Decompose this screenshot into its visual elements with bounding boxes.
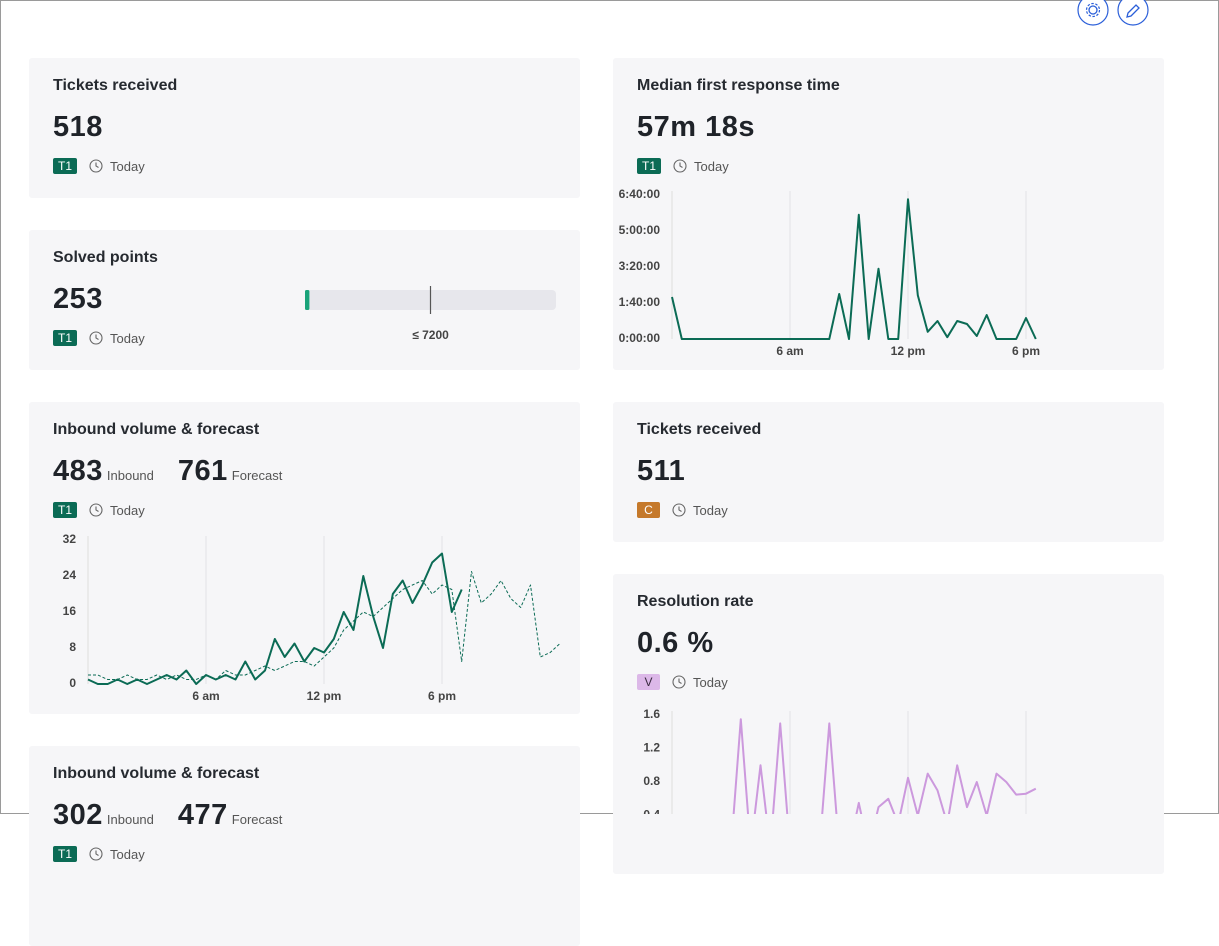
metric: 518 xyxy=(53,111,103,144)
y-tick-label: 1.6 xyxy=(643,707,660,721)
clock-icon xyxy=(672,675,686,689)
x-tick-label: 6 pm xyxy=(1012,344,1040,358)
widget-card: Tickets received 511 C Today xyxy=(613,402,1164,542)
page: Tickets received 518 T1 Today Solved points 2… xyxy=(0,0,1219,862)
x-tick-label: 6 am xyxy=(776,344,803,358)
metric-value: 511 xyxy=(637,455,686,487)
widget-card: Tickets received 518 T1 Today xyxy=(29,58,580,198)
y-tick-label: 5:00:00 xyxy=(619,223,661,237)
badge: C xyxy=(637,502,660,518)
clock-icon xyxy=(89,159,103,173)
metric-value: 0.6 % xyxy=(637,627,714,659)
y-tick-label: 32 xyxy=(63,532,77,546)
metric: 511 xyxy=(637,455,685,488)
metric-value: 483 xyxy=(53,455,103,487)
y-tick-label: 8 xyxy=(69,640,76,654)
filter-row: T1 Today xyxy=(53,158,145,174)
y-tick-label: 6:40:00 xyxy=(619,187,661,201)
clock-icon xyxy=(89,503,103,517)
edit-button[interactable] xyxy=(1117,0,1149,26)
widget-card: Median first response time 57m 18s T1 Today xyxy=(613,58,1164,370)
widget-title: Resolution rate xyxy=(637,593,754,610)
y-tick-label: 1.2 xyxy=(643,741,660,755)
target-label: ≤ 7200 xyxy=(412,328,449,342)
badge: V xyxy=(637,674,660,690)
metric-value: 253 xyxy=(53,283,103,315)
filter-row: T1 Today xyxy=(637,158,729,174)
y-tick-label: 3:20:00 xyxy=(619,259,661,273)
badge: T1 xyxy=(53,330,78,346)
metric: 0.6 % xyxy=(637,627,714,660)
metric-label: Forecast xyxy=(231,468,283,483)
filter-row: V Today xyxy=(637,674,728,690)
y-tick-label: 0:00:00 xyxy=(619,331,661,345)
x-tick-label: 6 pm xyxy=(428,689,456,703)
metric-label: Forecast xyxy=(231,812,283,827)
clock-icon xyxy=(89,847,103,861)
widget-title: Inbound volume & forecast xyxy=(53,765,260,782)
widget-title: Tickets received xyxy=(637,421,762,438)
progress-bar xyxy=(305,290,310,310)
metric-label: Inbound xyxy=(106,812,154,827)
y-tick-label: 0.4 xyxy=(643,808,660,814)
period: Today xyxy=(694,158,729,174)
filter-row: C Today xyxy=(637,502,728,518)
filter-row: T1 Today xyxy=(53,846,145,862)
metric: 253 xyxy=(53,283,103,316)
filter-row: T1 Today xyxy=(53,330,145,346)
period: Today xyxy=(693,674,728,690)
clock-icon xyxy=(673,159,687,173)
metric-value: 518 xyxy=(53,111,103,143)
metric: 483 Inbound 761 Forecast xyxy=(53,455,306,488)
filter-row: T1 Today xyxy=(53,502,145,518)
widget-title: Inbound volume & forecast xyxy=(53,421,260,438)
y-tick-label: 0 xyxy=(69,676,76,690)
badge: T1 xyxy=(53,846,78,862)
y-tick-label: 16 xyxy=(63,604,77,618)
period: Today xyxy=(110,846,145,862)
settings-button[interactable] xyxy=(1077,0,1109,26)
period: Today xyxy=(693,502,728,518)
overlay: ≤ 7200 6 am 12 pm 6 pm 0 8 16 24 32 6 am 12 pm 6 pm… xyxy=(63,0,1149,814)
x-tick-label: 12 pm xyxy=(891,344,926,358)
badge: T1 xyxy=(53,502,78,518)
x-tick-label: 12 pm xyxy=(307,689,342,703)
data-line xyxy=(87,552,463,685)
badge: T1 xyxy=(53,158,78,174)
metric-label: Inbound xyxy=(106,468,154,483)
data-line xyxy=(732,718,1037,814)
metric: 57m 18s xyxy=(637,111,755,144)
badge: T1 xyxy=(637,158,662,174)
clock-icon xyxy=(672,503,686,517)
metric-value: 761 xyxy=(177,455,228,487)
data-line xyxy=(671,198,1037,340)
period: Today xyxy=(110,502,145,518)
y-tick-label: 0.8 xyxy=(643,774,660,788)
x-tick-label: 6 am xyxy=(192,689,219,703)
y-tick-label: 24 xyxy=(63,568,77,582)
y-tick-label: 1:40:00 xyxy=(619,295,661,309)
widget-title: Tickets received xyxy=(53,77,178,94)
widget-title: Median first response time xyxy=(637,77,840,94)
period: Today xyxy=(110,330,145,346)
widget-title: Solved points xyxy=(53,249,158,266)
metric-value: 57m 18s xyxy=(637,111,755,143)
period: Today xyxy=(110,158,145,174)
clock-icon xyxy=(89,331,103,345)
